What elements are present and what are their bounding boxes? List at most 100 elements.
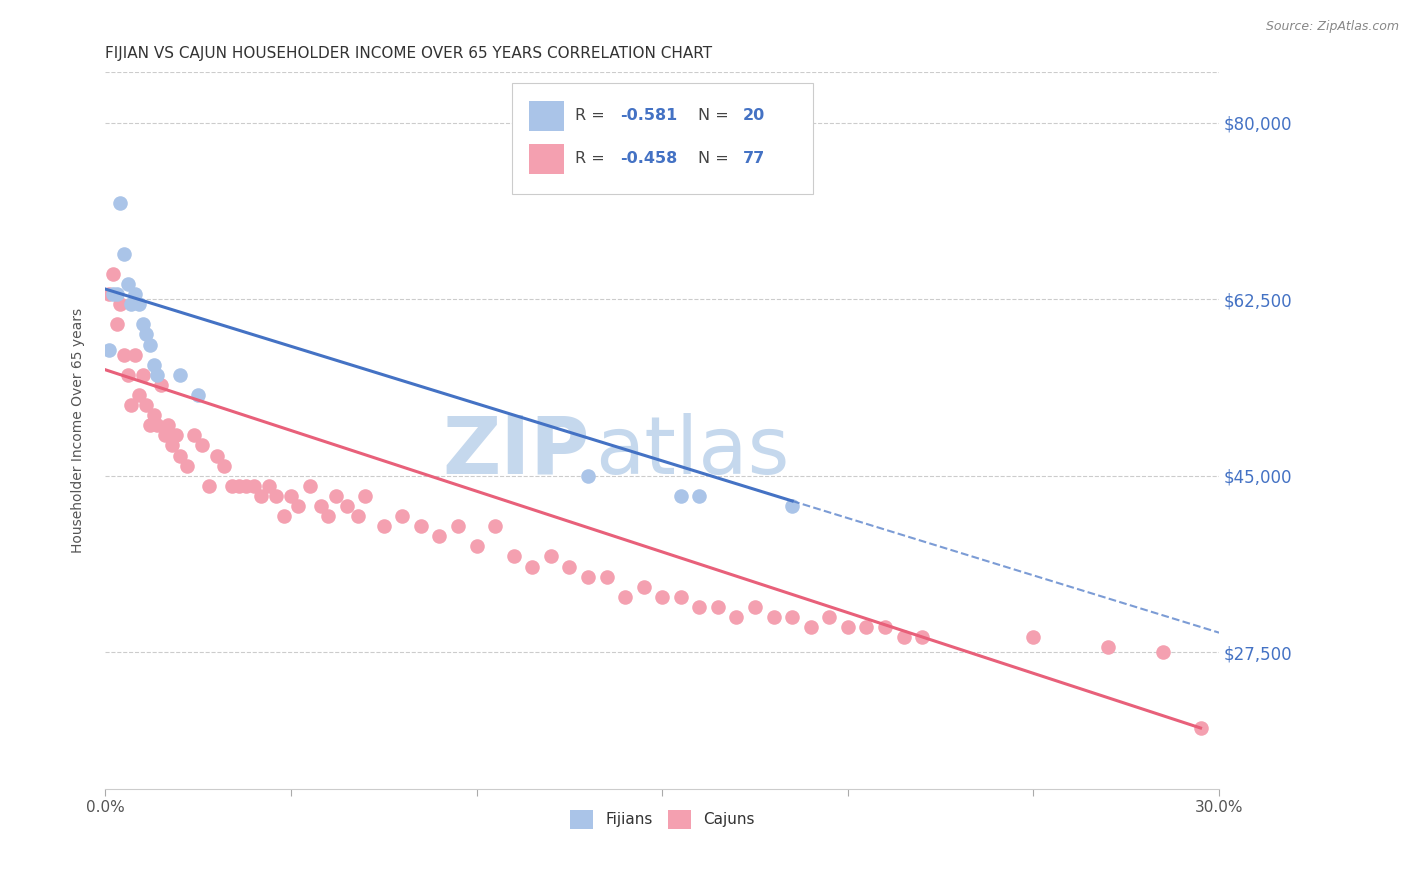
Point [221, 479, 243, 493]
Text: N =: N = [697, 108, 734, 122]
Point [744, 599, 766, 614]
Point [354, 489, 377, 503]
Point [128, 388, 150, 402]
Point [429, 529, 451, 543]
Point [522, 559, 544, 574]
Point [117, 368, 139, 382]
Point [98, 343, 121, 357]
Point [120, 297, 142, 311]
Point [780, 610, 803, 624]
Point [558, 559, 581, 574]
Point [250, 489, 273, 503]
Point [135, 327, 157, 342]
Point [183, 428, 205, 442]
Point [309, 499, 332, 513]
Point [124, 348, 146, 362]
Point [187, 388, 209, 402]
Text: 77: 77 [742, 151, 765, 166]
Point [212, 458, 235, 473]
Point [110, 297, 132, 311]
Text: ZIP: ZIP [443, 413, 591, 491]
Point [1097, 640, 1119, 655]
Point [576, 468, 599, 483]
Point [142, 358, 165, 372]
Point [280, 489, 302, 503]
Point [1022, 630, 1045, 644]
FancyBboxPatch shape [529, 144, 564, 174]
Point [465, 540, 488, 554]
Point [287, 499, 309, 513]
Point [257, 479, 280, 493]
Point [336, 499, 359, 513]
Point [316, 509, 339, 524]
Point [707, 599, 730, 614]
Point [160, 438, 183, 452]
Point [725, 610, 748, 624]
Point [198, 479, 221, 493]
Point [153, 428, 176, 442]
Point [762, 610, 785, 624]
Point [120, 398, 142, 412]
Point [146, 418, 169, 433]
Text: N =: N = [697, 151, 734, 166]
Text: Source: ZipAtlas.com: Source: ZipAtlas.com [1265, 20, 1399, 33]
Point [818, 610, 841, 624]
Point [484, 519, 506, 533]
Y-axis label: Householder Income Over 65 years: Householder Income Over 65 years [72, 308, 86, 553]
Point [243, 479, 266, 493]
Point [688, 489, 710, 503]
Point [169, 449, 191, 463]
Point [117, 277, 139, 291]
Point [191, 438, 214, 452]
Point [409, 519, 432, 533]
Point [139, 337, 162, 351]
Point [298, 479, 321, 493]
Point [112, 246, 135, 260]
Point [1189, 721, 1212, 735]
Point [447, 519, 470, 533]
Point [169, 368, 191, 382]
Point [124, 287, 146, 301]
Point [205, 449, 228, 463]
Point [98, 287, 121, 301]
Text: R =: R = [575, 108, 610, 122]
Point [235, 479, 257, 493]
Point [112, 348, 135, 362]
Point [633, 580, 655, 594]
Legend: Fijians, Cajuns: Fijians, Cajuns [564, 804, 761, 835]
Point [101, 287, 124, 301]
Text: -0.581: -0.581 [620, 108, 678, 122]
Point [540, 549, 562, 564]
Point [669, 590, 692, 604]
Point [614, 590, 637, 604]
Point [139, 418, 162, 433]
Point [273, 509, 295, 524]
Point [855, 620, 877, 634]
Point [165, 428, 187, 442]
Point [911, 630, 934, 644]
Text: R =: R = [575, 151, 610, 166]
Text: atlas: atlas [595, 413, 790, 491]
Point [502, 549, 524, 564]
Point [346, 509, 368, 524]
Point [157, 418, 180, 433]
Point [837, 620, 859, 634]
Point [105, 318, 128, 332]
Point [325, 489, 347, 503]
Point [373, 519, 395, 533]
Point [150, 378, 173, 392]
Point [146, 368, 169, 382]
FancyBboxPatch shape [512, 83, 813, 194]
Point [576, 569, 599, 583]
Point [105, 287, 128, 301]
Point [595, 569, 617, 583]
FancyBboxPatch shape [529, 101, 564, 131]
Point [128, 297, 150, 311]
Text: FIJIAN VS CAJUN HOUSEHOLDER INCOME OVER 65 YEARS CORRELATION CHART: FIJIAN VS CAJUN HOUSEHOLDER INCOME OVER … [105, 46, 713, 62]
Point [780, 499, 803, 513]
Text: 20: 20 [742, 108, 765, 122]
Point [688, 599, 710, 614]
Point [135, 398, 157, 412]
Point [131, 368, 153, 382]
Point [1152, 645, 1174, 659]
